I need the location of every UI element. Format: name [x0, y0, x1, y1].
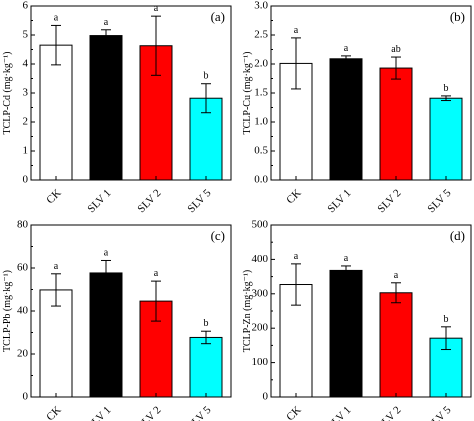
- y-tick-label-3-3: 300: [252, 287, 269, 299]
- y-tick-label-1-4: 2.0: [254, 58, 268, 70]
- x-tick-label-3-2: SLV 2: [375, 404, 403, 421]
- panel-label-3: (d): [450, 228, 465, 243]
- y-tick-label-0-0: 0: [23, 174, 29, 186]
- y-axis-label-3: TCLP-Zn (mg·kg⁻¹): [242, 270, 253, 352]
- y-tick-label-3-4: 400: [252, 253, 269, 265]
- chart-panel-1: a CK a SLV 1 ab SLV 2 b SLV 5 0.0 0.5 1.0 1.5 2.0 2.5…: [242, 0, 472, 216]
- x-tick-label-2-2: SLV 2: [135, 404, 163, 421]
- y-tick-label-2-3: 60: [17, 262, 29, 274]
- x-tick-label-0-3: SLV 5: [185, 187, 214, 216]
- bar-3-1: [329, 269, 363, 398]
- y-axis-label-1: TCLP-Cu (mg·kg⁻¹): [242, 52, 253, 135]
- y-tick-label-3-0: 0: [263, 391, 269, 403]
- significance-label-0-3: b: [204, 71, 209, 82]
- y-tick-label-0-5: 5: [23, 29, 29, 41]
- y-axis-label-2: TCLP-Pb (mg·kg⁻¹): [2, 270, 13, 352]
- y-tick-label-0-1: 1: [23, 145, 29, 157]
- x-tick-label-1-3: SLV 5: [425, 187, 454, 216]
- y-tick-label-1-2: 1.0: [254, 116, 268, 128]
- y-tick-label-1-1: 0.5: [254, 145, 268, 157]
- y-tick-label-3-1: 100: [252, 356, 269, 368]
- y-tick-label-1-3: 1.5: [254, 87, 268, 99]
- panel-label-1: (b): [450, 9, 465, 24]
- panel-label-2: (c): [211, 228, 225, 243]
- significance-label-3-1: a: [344, 253, 349, 264]
- y-tick-label-1-6: 3.0: [254, 0, 268, 12]
- y-tick-label-3-2: 200: [252, 322, 269, 334]
- significance-label-3-2: a: [394, 270, 399, 281]
- y-tick-label-2-4: 80: [17, 219, 29, 231]
- y-tick-label-0-3: 3: [23, 87, 29, 99]
- bar-1-1: [329, 58, 363, 181]
- bar-1-3: [429, 97, 463, 181]
- y-tick-label-2-0: 0: [23, 391, 29, 403]
- significance-label-3-0: a: [294, 251, 299, 262]
- y-tick-label-0-4: 4: [23, 58, 29, 70]
- bar-2-3: [189, 336, 223, 398]
- chart-panel-2: a CK a SLV 1 a SLV 2 b SLV 5 0 20 40 60 80 (c) TCLP-Pb…: [2, 219, 232, 421]
- significance-label-2-3: b: [204, 318, 209, 329]
- significance-label-1-0: a: [294, 25, 299, 36]
- x-tick-label-0-2: SLV 2: [135, 187, 163, 215]
- bar-3-2: [379, 292, 413, 398]
- significance-label-2-2: a: [154, 268, 159, 279]
- x-tick-label-1-1: SLV 1: [325, 187, 353, 215]
- significance-label-3-3: b: [444, 314, 449, 325]
- x-tick-label-0-1: SLV 1: [85, 187, 113, 215]
- bar-0-0: [39, 44, 73, 181]
- x-tick-label-2-3: SLV 5: [185, 404, 214, 421]
- chart-panel-0: a CK a SLV 1 a SLV 2 b SLV 5 0 1 2 3 4 5 6 (a) TCLP-Cd (…: [2, 0, 232, 216]
- significance-label-1-1: a: [344, 43, 349, 54]
- bar-2-1: [89, 272, 123, 398]
- y-tick-label-0-2: 2: [23, 116, 29, 128]
- y-tick-label-3-5: 500: [252, 219, 269, 231]
- x-tick-label-1-2: SLV 2: [375, 187, 403, 215]
- significance-label-0-1: a: [104, 17, 109, 28]
- significance-label-1-3: b: [444, 83, 449, 94]
- panel-label-0: (a): [211, 9, 225, 24]
- y-tick-label-0-6: 6: [23, 0, 29, 12]
- significance-label-2-1: a: [104, 247, 109, 258]
- x-tick-label-2-1: SLV 1: [85, 404, 113, 421]
- x-tick-label-3-1: SLV 1: [325, 404, 353, 421]
- chart-panel-3: a CK a SLV 1 a SLV 2 b SLV 5 0 100 200 300 400 500 (d)…: [242, 219, 472, 421]
- x-tick-label-1-0: CK: [284, 187, 303, 206]
- bar-2-0: [39, 289, 73, 398]
- significance-label-2-0: a: [54, 261, 59, 272]
- x-tick-label-3-3: SLV 5: [425, 404, 454, 421]
- x-tick-label-0-0: CK: [44, 187, 63, 206]
- y-tick-label-2-1: 20: [17, 348, 29, 360]
- significance-label-1-2: ab: [391, 44, 400, 55]
- significance-label-0-2: a: [154, 3, 159, 14]
- y-tick-label-1-0: 0.0: [254, 174, 268, 186]
- y-axis-label-0: TCLP-Cd (mg·kg⁻¹): [2, 52, 13, 135]
- significance-label-0-0: a: [54, 12, 59, 23]
- y-tick-label-2-2: 40: [17, 305, 29, 317]
- y-tick-label-1-5: 2.5: [254, 29, 268, 41]
- x-tick-label-2-0: CK: [44, 404, 63, 421]
- bar-0-1: [89, 35, 123, 181]
- x-tick-label-3-0: CK: [284, 404, 303, 421]
- bar-1-2: [379, 67, 413, 181]
